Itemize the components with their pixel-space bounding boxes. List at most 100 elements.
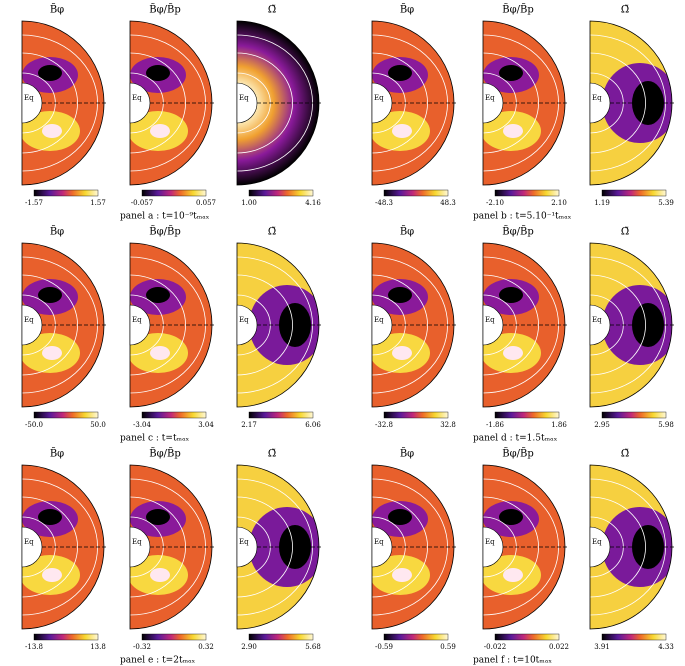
outline [236,20,320,186]
core [129,82,151,124]
plot-title: B̃φ/B̃p [149,226,180,238]
outline [589,464,673,630]
panel-label: panel c : t=tₘₐₓ [120,434,190,444]
colorbar-max: 0.057 [196,199,216,207]
colorbar [248,411,314,419]
field-core [42,568,62,582]
plot-title: B̃φ [400,226,414,238]
field-core [388,287,412,303]
colorbar-max: 4.16 [305,199,321,207]
core [21,304,43,346]
field-core [499,65,523,81]
field-core [388,65,412,81]
field-core [42,346,62,360]
panel: B̃φ Eq -13.8 13.8 B̃φ/B̃p Eq -0.32 0.32 Ω̃ Eq 2.90… [21,448,322,666]
colorbar [601,189,667,197]
colorbar-max: 13.8 [90,643,106,651]
plot-title: B̃φ/B̃p [502,226,533,238]
plot-title: B̃φ [400,4,414,16]
colorbar [601,633,667,641]
field-core [499,509,523,525]
contour [372,52,428,154]
equator-label: Eq [24,316,34,324]
field-core [146,65,170,81]
colorbar [248,189,314,197]
field-core [146,509,170,525]
field-core [392,346,412,360]
core [371,526,393,568]
outline [21,20,105,186]
plot-title: B̃φ [50,226,64,238]
core [236,304,258,346]
colorbar-max: 3.04 [198,421,214,429]
field-core [38,287,62,303]
equator-label: Eq [374,538,384,546]
colorbar-max: 2.10 [551,199,567,207]
field-core [150,124,170,138]
field-core [146,287,170,303]
outline [236,242,320,408]
colorbar-max: 1.86 [551,421,567,429]
colorbar-max: 5.98 [658,421,674,429]
colorbar-max: 0.022 [549,643,569,651]
equator-label: Eq [24,538,34,546]
field-core [150,568,170,582]
colorbar-min: 1.00 [241,199,257,207]
outline [371,242,455,408]
equator-label: Eq [239,316,249,324]
panel: B̃φ Eq -50.0 50.0 B̃φ/B̃p Eq -3.04 3.04 Ω̃ Eq 2.17… [21,226,322,444]
colorbar-min: 2.95 [594,421,610,429]
plot-title: B̃φ/B̃p [149,448,180,460]
field-core [38,65,62,81]
plot-title: Ω̃ [268,227,276,238]
field-core [392,124,412,138]
plot-title: B̃φ/B̃p [502,448,533,460]
colorbar-min: -1.86 [486,421,504,429]
colorbar-max: 5.39 [658,199,674,207]
contour [483,274,539,376]
core [371,82,393,124]
colorbar [141,411,207,419]
colorbar-max: 32.8 [440,421,456,429]
field-core [150,346,170,360]
contour [483,52,539,154]
colorbar [248,633,314,641]
colorbar-min: -1.57 [25,199,43,207]
equator-label: Eq [592,94,602,102]
core [21,82,43,124]
contour [130,274,186,376]
panel-label: panel f : t=10tₘₐₓ [473,656,552,666]
colorbar-max: 4.33 [658,643,674,651]
plot-title: B̃φ [50,448,64,460]
outline [129,20,213,186]
colorbar [33,189,99,197]
outline [236,464,320,630]
field-core [38,509,62,525]
equator-label: Eq [132,94,142,102]
colorbar-min: 2.17 [241,421,257,429]
contour [22,52,78,154]
contour [130,496,186,598]
colorbar-max: 50.0 [90,421,106,429]
colorbar-max: 6.06 [305,421,321,429]
outline [21,242,105,408]
equator-label: Eq [239,538,249,546]
equator-label: Eq [485,316,495,324]
contour [372,496,428,598]
colorbar [33,633,99,641]
colorbar-min: -50.0 [25,421,43,429]
field-core [42,124,62,138]
colorbar-max: 0.59 [440,643,456,651]
field-core [503,346,523,360]
colorbar [383,411,449,419]
contour [590,52,646,154]
colorbar-min: 2.90 [241,643,257,651]
colorbar-min: -2.10 [486,199,504,207]
outline [482,464,566,630]
colorbar-max: 0.32 [198,643,214,651]
colorbar-min: 1.19 [594,199,610,207]
contour [483,496,539,598]
colorbar-min: -0.022 [484,643,506,651]
colorbar-min: -0.057 [131,199,153,207]
contour [237,496,293,598]
